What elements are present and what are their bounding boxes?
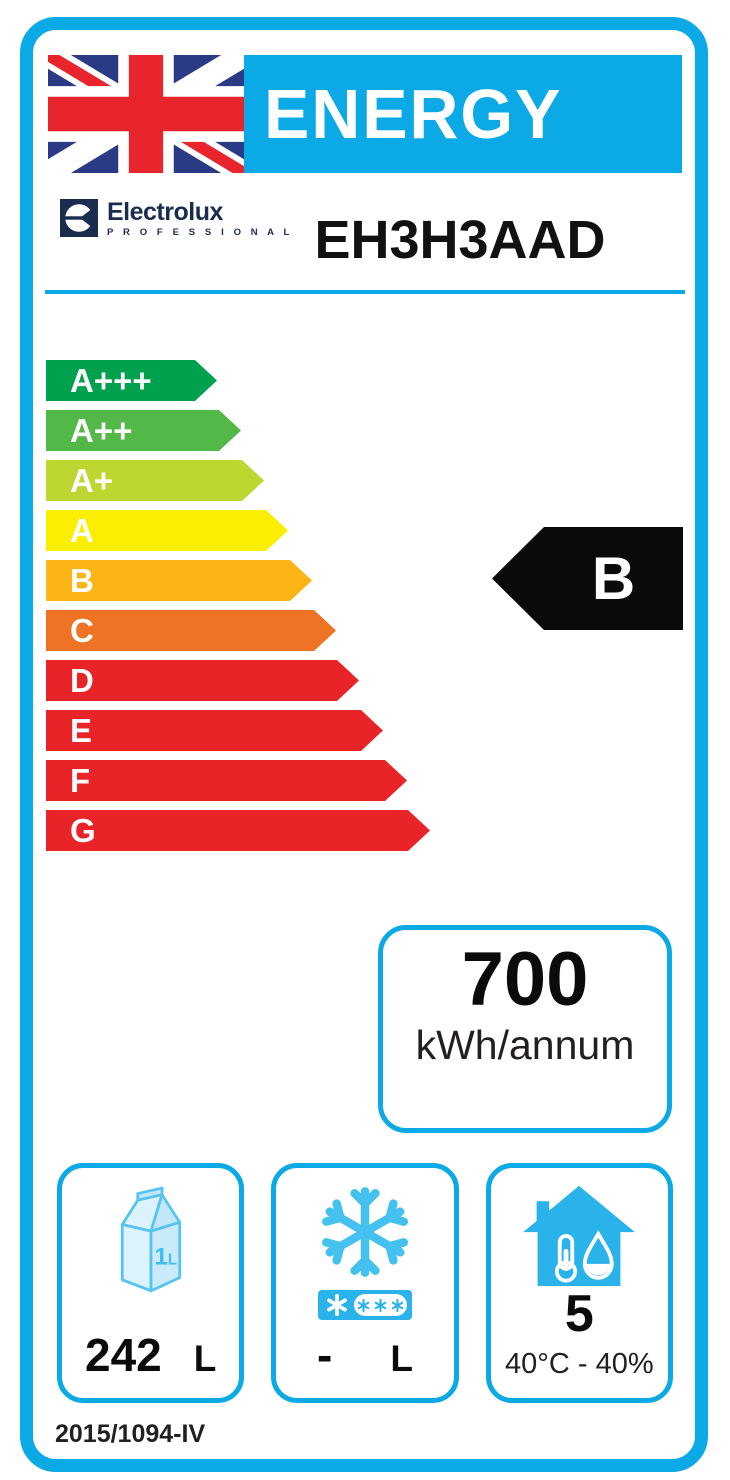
efficiency-scale: A+++ A++ A+ A B C D E F G bbox=[46, 360, 430, 860]
scale-arrow-C: C bbox=[46, 610, 336, 651]
fridge-volume-value-row: 242 L bbox=[85, 1328, 216, 1382]
brand-name: Electrolux bbox=[107, 198, 223, 226]
scale-arrow-A: A bbox=[46, 510, 288, 551]
star-icon bbox=[391, 1298, 404, 1312]
uk-flag-icon bbox=[48, 55, 244, 173]
brand-text: Electrolux P R O F E S S I O N A L bbox=[107, 199, 293, 238]
freezer-volume-value-row: - L bbox=[317, 1328, 413, 1382]
three-star-pill bbox=[353, 1294, 407, 1316]
scale-arrow-label: A+ bbox=[70, 462, 114, 499]
energy-unit: kWh/annum bbox=[415, 1022, 635, 1068]
svg-text:1L: 1L bbox=[154, 1243, 177, 1270]
climate-class-box: 5 40°C - 40% bbox=[485, 1163, 673, 1403]
scale-arrow-D: D bbox=[46, 660, 359, 701]
scale-arrow-label: E bbox=[70, 712, 93, 749]
scale-arrow-A++: A++ bbox=[46, 410, 241, 451]
scale-arrow-label: C bbox=[70, 612, 94, 649]
regulation-reference: 2015/1094-IV bbox=[55, 1420, 206, 1448]
header-divider bbox=[45, 290, 685, 294]
scale-arrow-A+++: A+++ bbox=[46, 360, 217, 401]
scale-arrow-label: D bbox=[70, 662, 94, 699]
rating-grade-letter: B bbox=[591, 545, 636, 612]
climate-condition: 40°C - 40% bbox=[505, 1348, 654, 1380]
scale-arrow-label: A bbox=[70, 512, 94, 549]
fridge-volume-value: 242 bbox=[84, 1329, 162, 1381]
brand-subtitle: P R O F E S S I O N A L bbox=[107, 227, 293, 238]
scale-arrow-B: B bbox=[46, 560, 312, 601]
house-climate-icon bbox=[523, 1185, 636, 1286]
climate-class-value: 5 bbox=[564, 1285, 594, 1343]
star-icon bbox=[357, 1298, 370, 1312]
freezer-volume-unit: L bbox=[390, 1338, 413, 1379]
freezer-volume-box: - L bbox=[271, 1163, 459, 1403]
scale-arrow-label: A+++ bbox=[70, 362, 152, 399]
snowflake-icon bbox=[321, 1187, 409, 1277]
star-icon bbox=[327, 1294, 347, 1316]
fridge-volume-box: 1L 242 L bbox=[57, 1163, 245, 1403]
energy-value: 700 bbox=[461, 937, 589, 1022]
freezer-star-rating bbox=[317, 1290, 412, 1320]
electrolux-logo-icon bbox=[60, 199, 98, 237]
rating-grade-arrow: B bbox=[492, 527, 683, 630]
annual-energy-box: 700 kWh/annum bbox=[378, 925, 672, 1133]
brand-block: Electrolux P R O F E S S I O N A L bbox=[60, 199, 293, 238]
model-number: EH3H3AAD bbox=[314, 210, 606, 270]
energy-title: ENERGY bbox=[264, 75, 563, 153]
scale-arrow-E: E bbox=[46, 710, 383, 751]
scale-arrow-F: F bbox=[46, 760, 407, 801]
fridge-volume-unit: L bbox=[193, 1338, 217, 1379]
milk-carton-icon: 1L bbox=[120, 1186, 181, 1293]
scale-arrow-G: G bbox=[46, 810, 430, 851]
scale-arrow-label: A++ bbox=[70, 412, 133, 449]
scale-arrow-label: F bbox=[70, 762, 91, 799]
scale-arrow-A+: A+ bbox=[46, 460, 264, 501]
freezer-volume-value: - bbox=[317, 1329, 333, 1381]
energy-banner: ENERGY bbox=[244, 55, 682, 173]
scale-arrow-label: G bbox=[70, 812, 96, 849]
scale-arrow-label: B bbox=[70, 562, 94, 599]
star-icon bbox=[374, 1298, 387, 1312]
info-boxes-row: 1L 242 L bbox=[57, 1163, 673, 1403]
